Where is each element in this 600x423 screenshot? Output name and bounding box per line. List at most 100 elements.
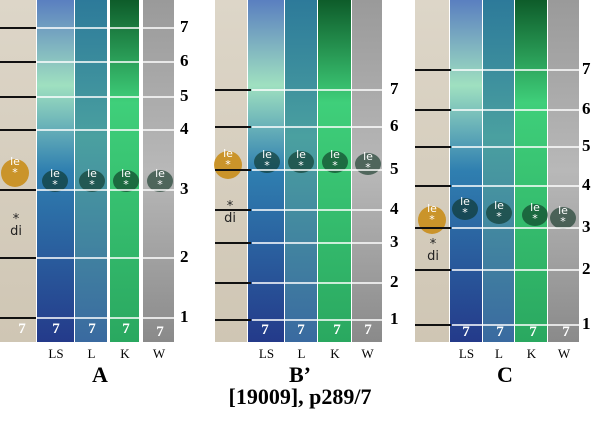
spot-label: le [296, 148, 306, 161]
spot-label: di [224, 211, 236, 226]
scale-number: 6 [180, 51, 189, 70]
lane-number: 7 [88, 321, 96, 337]
spot-marker: * [365, 161, 371, 174]
lane-label: K [527, 346, 537, 361]
scale-number: 3 [390, 232, 399, 251]
spot-label: le [460, 195, 470, 208]
scale-number: 1 [390, 309, 399, 328]
spot-label: le [262, 148, 272, 161]
spot-label: le [155, 167, 165, 180]
spot-marker: * [264, 159, 270, 172]
lane-number: 7 [122, 321, 130, 337]
spot-marker: * [157, 178, 163, 191]
spot-label: le [121, 167, 131, 180]
panel-label: A [92, 362, 108, 387]
spot-marker: * [89, 178, 95, 191]
spot [79, 170, 105, 192]
spot-marker: * [227, 199, 234, 214]
lane-number: 7 [562, 324, 570, 340]
scale-number: 2 [390, 272, 399, 291]
spot-label: le [87, 167, 97, 180]
lane-number: 7 [297, 322, 305, 338]
spot-marker: * [52, 178, 58, 191]
scale-number: 2 [582, 259, 591, 278]
scale-number: 4 [390, 199, 399, 218]
spot [452, 198, 478, 220]
scale-number: 4 [180, 119, 189, 138]
lane-number: 7 [18, 321, 26, 337]
spot-marker: * [332, 159, 338, 172]
lane-label: LS [459, 346, 474, 361]
spot-label: le [494, 199, 504, 212]
plate-lane [483, 0, 514, 342]
lane-label: K [330, 346, 340, 361]
spot-marker: * [462, 206, 468, 219]
spot-marker: * [429, 213, 435, 226]
caption: [19009], p289/7 [229, 384, 372, 409]
panel-label: B’ [289, 362, 311, 387]
scale-number: 1 [180, 307, 189, 326]
spot-label: le [427, 202, 437, 215]
scale-number: 4 [582, 175, 591, 194]
spot-label: le [530, 201, 540, 214]
lane-number: 7 [496, 324, 504, 340]
lane-label: W [361, 346, 374, 361]
spot-label: di [10, 224, 22, 239]
spot [288, 151, 314, 173]
scale-number: 3 [582, 217, 591, 236]
lane-label: L [495, 346, 503, 361]
spot [322, 151, 348, 173]
spot-label: le [50, 167, 60, 180]
spot [254, 151, 280, 173]
scale-number: 6 [582, 99, 591, 118]
spot [147, 170, 173, 192]
plate-lane [548, 0, 579, 342]
spot [550, 207, 576, 229]
spot-marker: * [13, 212, 20, 227]
lane-label: K [120, 346, 130, 361]
spot-marker: * [532, 212, 538, 225]
spot [113, 170, 139, 192]
lane-number: 7 [52, 321, 60, 337]
scale-number: 6 [390, 116, 399, 135]
scale-number: 3 [180, 179, 189, 198]
lane-label: LS [259, 346, 274, 361]
spot-label: le [10, 155, 20, 168]
lane-label: L [88, 346, 96, 361]
spot-marker: * [496, 210, 502, 223]
lane-number: 7 [364, 322, 372, 338]
lane-number: 7 [529, 324, 537, 340]
lane-label: W [558, 346, 571, 361]
spot-marker: * [12, 166, 18, 179]
lane-number: 7 [462, 324, 470, 340]
spot [1, 159, 29, 187]
spot-marker: * [430, 237, 437, 252]
spot-label: le [223, 147, 233, 160]
lane-number: 7 [261, 322, 269, 338]
scale-number: 5 [390, 159, 399, 178]
scale-number: 2 [180, 247, 189, 266]
lane-number: 7 [156, 324, 164, 340]
lane-label: L [298, 346, 306, 361]
plate-lane [515, 0, 547, 342]
panel-label: C [497, 362, 513, 387]
spot [522, 204, 548, 226]
lane-label: LS [48, 346, 63, 361]
spot-marker: * [298, 159, 304, 172]
spot-marker: * [225, 158, 231, 171]
spot [214, 151, 242, 179]
lane-label: W [153, 346, 166, 361]
spot-marker: * [123, 178, 129, 191]
spot-label: le [330, 148, 340, 161]
spot-label: le [363, 150, 373, 163]
spot-label: di [427, 249, 439, 264]
scale-number: 5 [180, 86, 189, 105]
scale-number: 1 [582, 314, 591, 333]
plate-lane [450, 0, 482, 342]
scale-number: 5 [582, 136, 591, 155]
plate-lane [415, 0, 449, 342]
spot [42, 170, 68, 192]
spot [486, 202, 512, 224]
lane-number: 7 [333, 322, 341, 338]
